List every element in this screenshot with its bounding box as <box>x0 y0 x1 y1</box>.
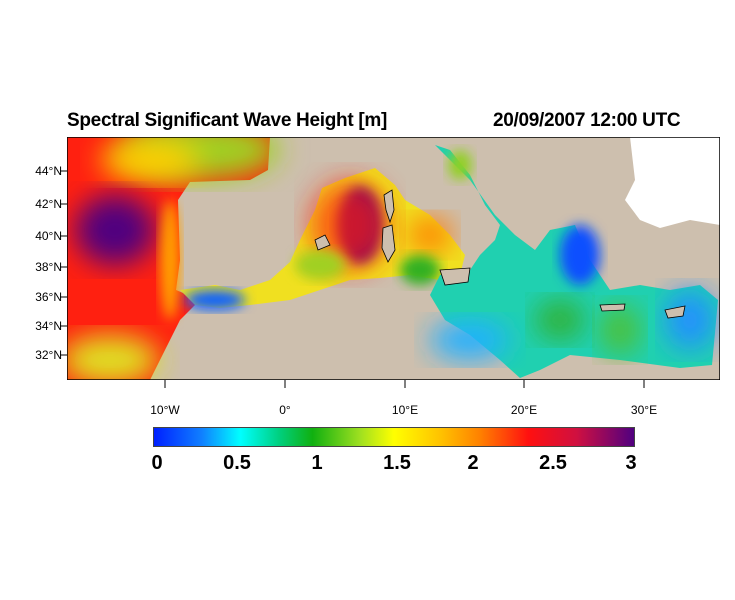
colorbar-label: 3 <box>625 452 637 474</box>
lat-label: 34°N <box>35 319 62 333</box>
colorbar-label: 0.5 <box>223 452 251 474</box>
lon-label: 20°E <box>510 403 538 417</box>
islands <box>314 189 686 319</box>
map-title: Spectral Significant Wave Height [m] <box>67 110 387 131</box>
lat-label: 42°N <box>35 197 62 211</box>
colorbar-label: 1.5 <box>383 452 411 474</box>
lat-label: 40°N <box>35 229 62 243</box>
lon-label: 10°E <box>391 403 419 417</box>
colorbar <box>153 427 635 447</box>
lat-label: 36°N <box>35 290 62 304</box>
eastern-mediterranean <box>430 145 718 378</box>
colorbar-label: 1 <box>311 452 323 474</box>
colorbar-label: 2 <box>467 452 479 474</box>
axis-ticks <box>60 170 645 388</box>
black-sea-nodata <box>625 137 720 228</box>
colorbar-label: 2.5 <box>539 452 567 474</box>
lat-label: 44°N <box>35 164 62 178</box>
map-timestamp: 20/09/2007 12:00 UTC <box>493 110 681 131</box>
lat-label: 32°N <box>35 348 62 362</box>
lon-label: 10°W <box>150 403 180 417</box>
colorbar-label: 0 <box>151 452 163 474</box>
atlantic-ocean <box>67 137 280 380</box>
lon-label: 0° <box>279 403 291 417</box>
lon-label: 30°E <box>630 403 658 417</box>
lat-label: 38°N <box>35 260 62 274</box>
